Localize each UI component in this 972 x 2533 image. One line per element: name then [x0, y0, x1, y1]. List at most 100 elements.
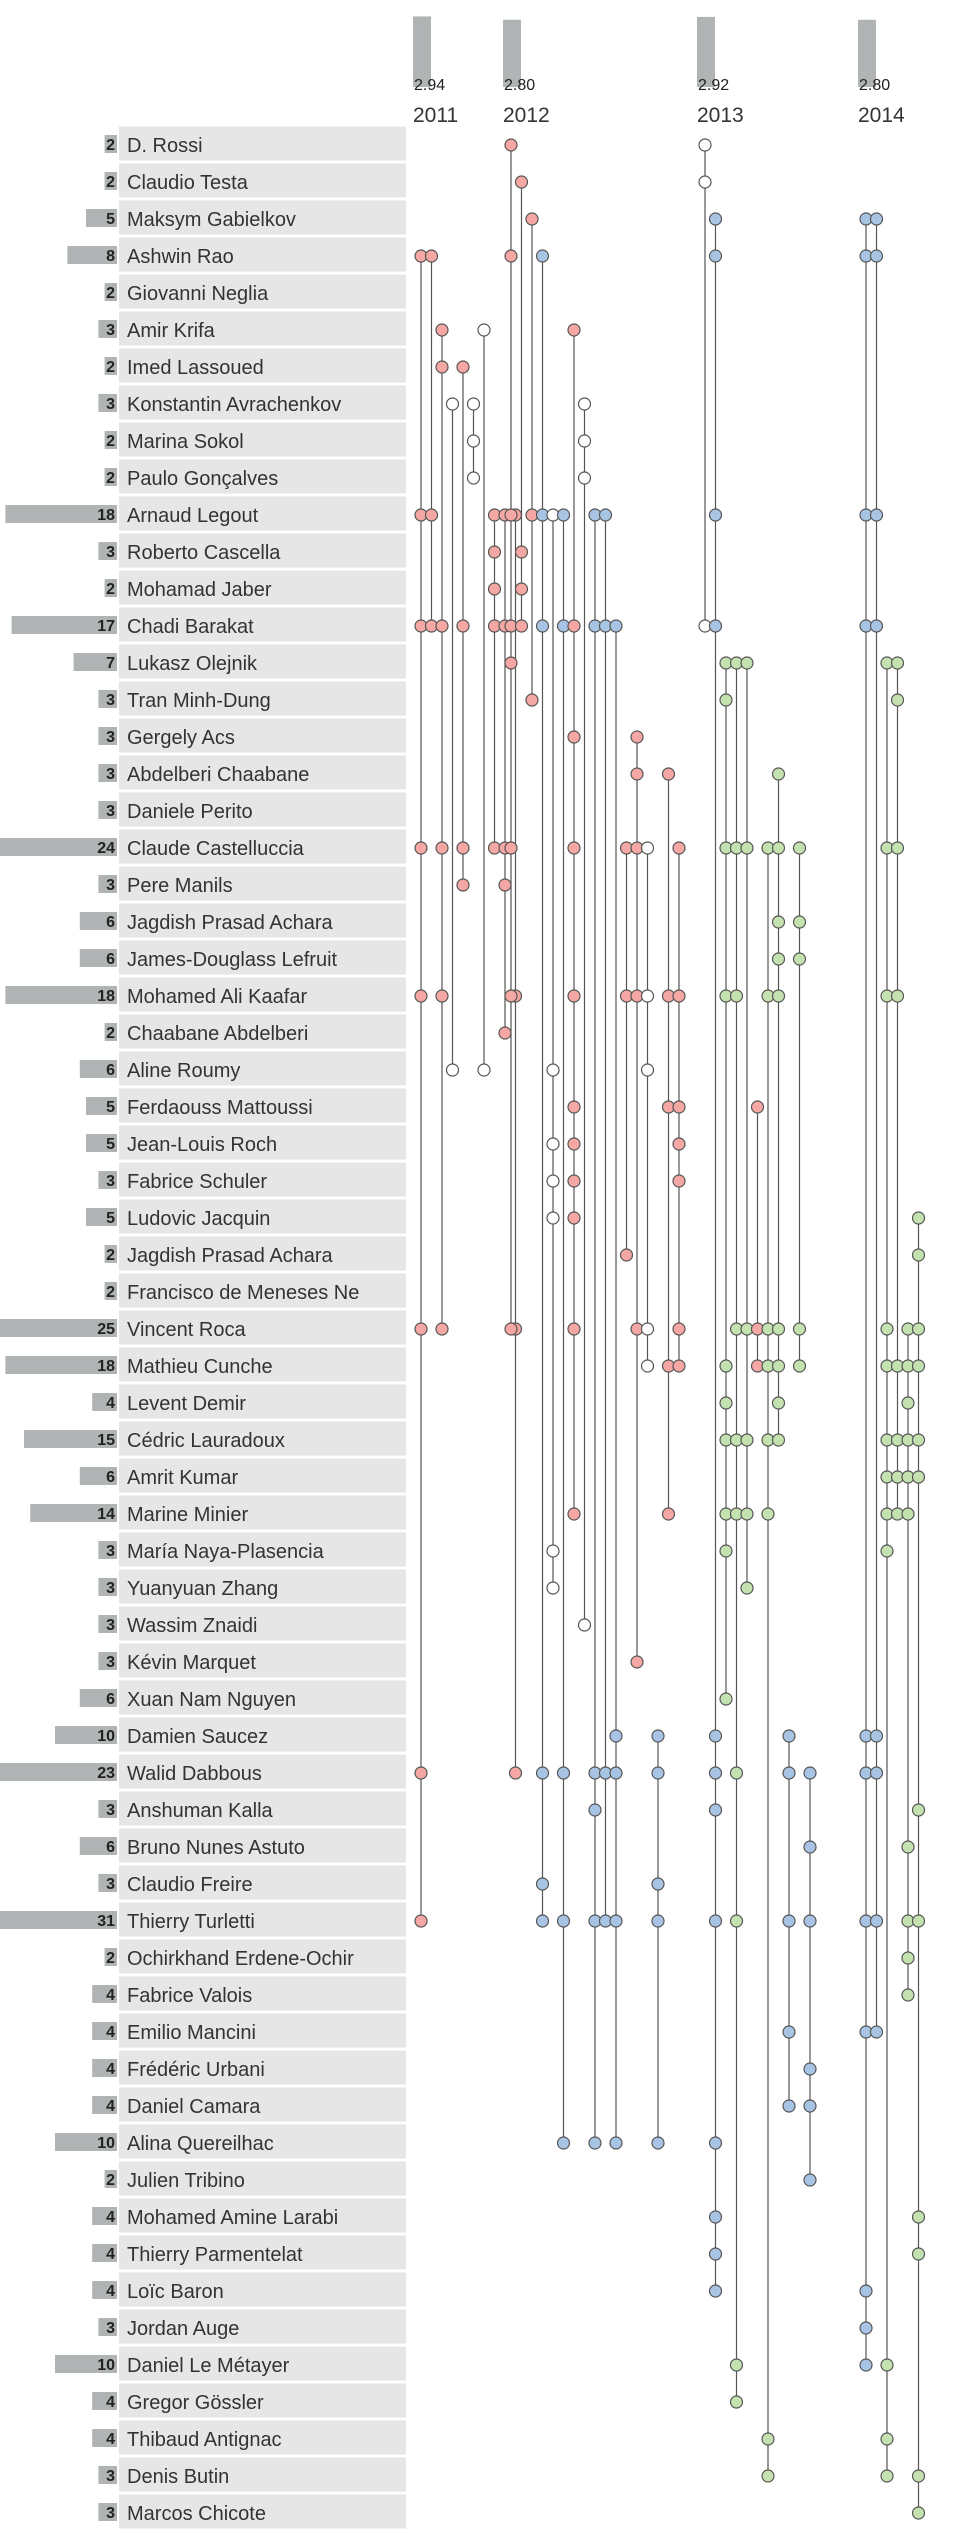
- author-row-bg: [119, 1828, 406, 1863]
- paper: [598, 508, 613, 1928]
- author-count-bar: [30, 1504, 118, 1522]
- author-count-label: 10: [97, 2135, 115, 2152]
- paper-author-dot: [869, 2025, 884, 2039]
- author-row-bg: [119, 2309, 406, 2344]
- author-name: Damien Saucez: [127, 1726, 268, 1748]
- author-row-bg: [119, 644, 406, 679]
- author-row-bg: [119, 1088, 406, 1123]
- paper-author-dot: [487, 545, 502, 559]
- author-count-label: 3: [106, 1173, 115, 1190]
- author-name: Jean-Louis Roch: [127, 1134, 277, 1156]
- author-count-bar: [73, 653, 117, 671]
- paper-author-dot: [911, 1248, 926, 1262]
- author-count-bar: [55, 2355, 117, 2373]
- author-name: Daniel Le Métayer: [127, 2355, 290, 2377]
- author-name: Pere Manils: [127, 875, 233, 897]
- author-name: Chadi Barakat: [127, 616, 254, 638]
- author-name: Vincent Roca: [127, 1319, 246, 1341]
- author-name: Alina Quereilhac: [127, 2133, 274, 2155]
- paper-author-dot: [911, 1211, 926, 1225]
- author-name: Thierry Parmentelat: [127, 2244, 303, 2266]
- author-row-bg: [119, 200, 406, 235]
- author-count-label: 2: [106, 433, 115, 450]
- author-count-label: 3: [106, 766, 115, 783]
- paper-author-dot: [803, 2099, 817, 2113]
- author-count-bar: [92, 2022, 117, 2040]
- author-row-bg: [119, 1791, 406, 1826]
- author-row-bg: [119, 1273, 406, 1308]
- paper-author-dot: [504, 508, 518, 522]
- paper-author-dot: [672, 989, 686, 1003]
- paper-author-dot: [535, 619, 550, 633]
- author-row-bg: [119, 274, 406, 309]
- paper-author-dot: [771, 1322, 786, 1336]
- paper-author-dot: [588, 1803, 602, 1817]
- year-average-bar: [413, 16, 431, 87]
- author-row-bg: [119, 126, 406, 161]
- author-name: Mathieu Cunche: [127, 1356, 273, 1378]
- author-count-label: 3: [106, 2468, 115, 2485]
- paper-author-dot: [869, 1729, 884, 1743]
- author-count-label: 3: [106, 2320, 115, 2337]
- paper-author-dot: [708, 2284, 723, 2298]
- year-average-label: 2.80: [859, 77, 890, 94]
- author-row-bg: [119, 1125, 406, 1160]
- author-count-label: 6: [106, 1691, 115, 1708]
- author-row-bg: [119, 311, 406, 346]
- paper-author-dot: [869, 249, 884, 263]
- author-count-bar: [92, 2281, 117, 2299]
- paper: [771, 767, 786, 1447]
- author-count-bar: [24, 1430, 117, 1448]
- paper-author-dot: [504, 989, 518, 1003]
- paper-author-dot: [792, 841, 807, 855]
- author-count-bar: [79, 1837, 117, 1855]
- author-count-bar: [0, 838, 118, 856]
- paper-author-dot: [504, 841, 518, 855]
- author-row-bg: [119, 1939, 406, 1974]
- author-count-bar: [55, 2133, 117, 2151]
- author-count-label: 4: [106, 1395, 115, 1412]
- author-row-bg: [119, 1384, 406, 1419]
- paper-author-dot: [498, 878, 512, 892]
- author-name: Ferdaouss Mattoussi: [127, 1097, 313, 1119]
- paper-author-dot: [414, 841, 428, 855]
- author-name: Ochirkhand Erdene-Ochir: [127, 1948, 354, 1970]
- paper-author-dot: [901, 1507, 915, 1521]
- paper-author-dot: [619, 1248, 634, 1262]
- paper-author-dot: [719, 1544, 733, 1558]
- author-row-bg: [119, 163, 406, 198]
- author-count-label: 4: [106, 2024, 115, 2041]
- author-count-bar: [79, 912, 117, 930]
- author-count-label: 2: [106, 2172, 115, 2189]
- author-name: Claudio Freire: [127, 1874, 253, 1896]
- paper-author-dot: [535, 1766, 550, 1780]
- paper-author-dot: [859, 2358, 873, 2372]
- author-name: Claudio Testa: [127, 172, 249, 194]
- paper-author-dot: [651, 1877, 665, 1891]
- author-name: Marcos Chicote: [127, 2503, 266, 2525]
- year-average-label: 2.80: [504, 77, 535, 94]
- author-count-label: 2: [106, 1284, 115, 1301]
- author-name: D. Rossi: [127, 135, 203, 157]
- author-count-bar: [92, 2207, 117, 2225]
- author-name: Walid Dabbous: [127, 1763, 262, 1785]
- author-name: Chaabane Abdelberi: [127, 1023, 308, 1045]
- author-count-bar: [67, 246, 117, 264]
- author-count-label: 2: [106, 359, 115, 376]
- paper-author-dot: [640, 1359, 655, 1373]
- paper-author-dot: [803, 1766, 817, 1780]
- paper: [869, 212, 884, 2039]
- paper-author-dot: [567, 730, 581, 744]
- paper-author-dot: [750, 1100, 765, 1114]
- paper-author-dot: [546, 1581, 560, 1595]
- paper-author-dot: [435, 360, 449, 374]
- author-count-label: 6: [106, 951, 115, 968]
- paper-author-dot: [424, 249, 439, 263]
- paper-author-dot: [740, 656, 754, 670]
- author-name: Wassim Znaidi: [127, 1615, 257, 1637]
- author-row-bg: [119, 1347, 406, 1382]
- paper-author-dot: [719, 1359, 733, 1373]
- author-row-bg: [119, 1236, 406, 1271]
- author-name: Giovanni Neglia: [127, 283, 269, 305]
- paper-author-dot: [661, 1507, 676, 1521]
